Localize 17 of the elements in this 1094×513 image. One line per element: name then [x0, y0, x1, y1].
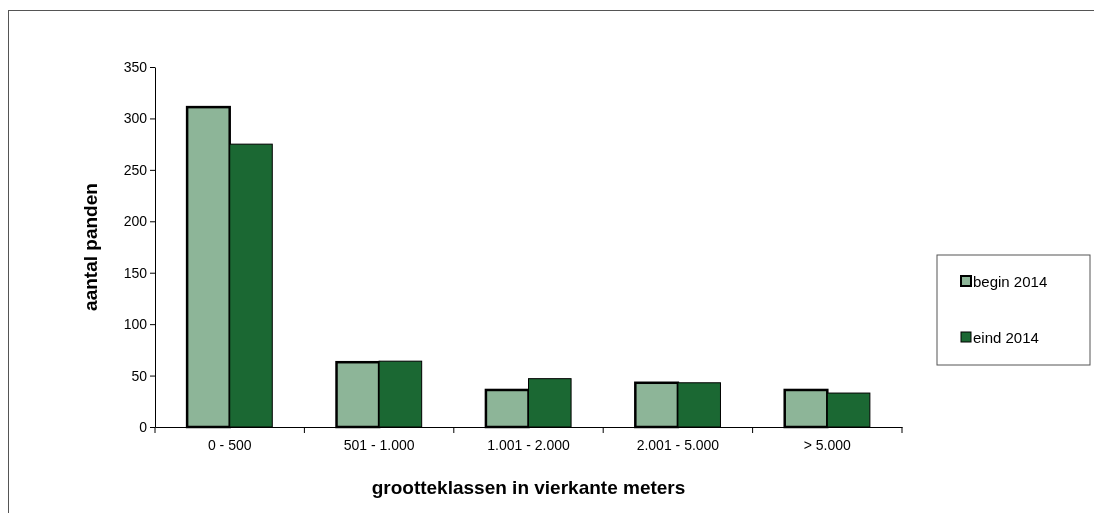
x-tick-label: 0 - 500	[207, 436, 252, 453]
x-axis-title: grootteklassen in vierkante meters	[371, 477, 686, 498]
x-tick-label: 2.001 - 5.000	[636, 436, 720, 453]
x-tick-label: > 5.000	[803, 436, 852, 453]
y-tick-label: 300	[123, 110, 148, 127]
y-tick-label: 350	[123, 58, 148, 75]
y-tick-label: 250	[123, 161, 148, 178]
x-tick-label: 501 - 1.000	[343, 436, 415, 453]
y-tick-label: 0	[139, 418, 148, 435]
legend-label: begin 2014	[973, 273, 1048, 290]
y-axis-title: aantal panden	[80, 183, 101, 311]
y-tick-label: 100	[123, 316, 148, 333]
y-tick-label: 50	[131, 367, 148, 384]
y-tick-label: 150	[123, 264, 148, 281]
legend-label: eind 2014	[973, 329, 1039, 346]
y-tick-label: 200	[123, 213, 148, 230]
x-tick-label: 1.001 - 2.000	[487, 436, 570, 453]
